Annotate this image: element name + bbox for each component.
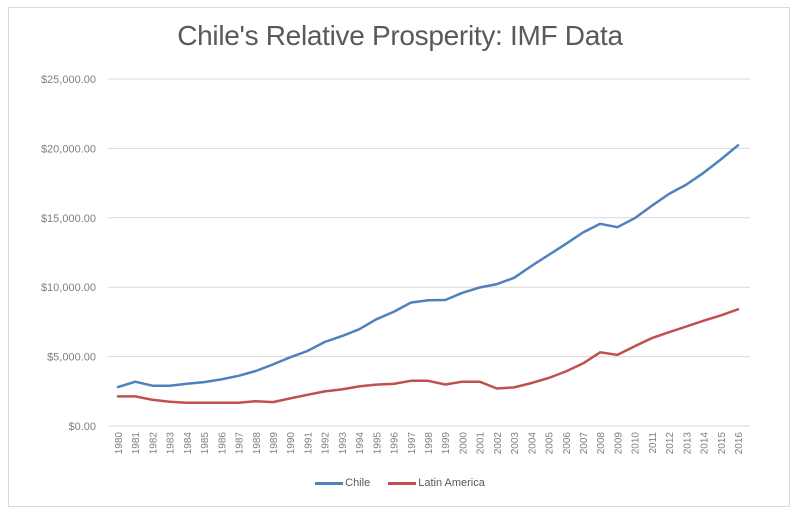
x-tick-label: 1986 [217,432,228,455]
x-tick-label: 1987 [235,432,246,455]
x-tick-label: 1992 [321,432,332,455]
y-tick-label: $20,000.00 [41,143,96,155]
legend: Chile Latin America [0,477,800,489]
x-tick-label: 1997 [407,432,418,455]
x-tick-label: 2002 [493,432,504,455]
x-tick-label: 2007 [579,432,590,455]
y-tick-label: $25,000.00 [41,74,96,86]
x-tick-label: 2016 [734,432,745,455]
x-tick-label: 1996 [390,432,401,455]
x-tick-label: 1982 [148,432,159,455]
legend-label-latin-america: Latin America [418,477,485,489]
x-tick-label: 1994 [355,432,366,455]
x-tick-label: 1991 [303,432,314,455]
x-tick-label: 1984 [183,432,194,455]
x-tick-label: 2011 [648,432,659,454]
x-tick-label: 2003 [510,432,521,455]
y-tick-label: $15,000.00 [41,213,96,225]
x-tick-label: 1990 [286,432,297,455]
x-tick-label: 2013 [682,432,693,455]
x-tick-label: 2008 [596,432,607,455]
series-line-latin-america [116,308,740,404]
y-tick-label: $0.00 [68,421,96,433]
x-tick-label: 2010 [631,432,642,455]
legend-item-latin-america: Latin America [388,477,485,489]
x-tick-label: 2012 [665,432,676,455]
series-line-chile [116,144,740,389]
x-axis-tick-labels: 1980 1981 1982 1983 1984 1985 1986 1987 1988 1989… [114,432,745,455]
gridlines [108,78,750,427]
chart-title: Chile's Relative Prosperity: IMF Data [177,20,623,51]
series-lines [116,144,740,404]
legend-label-chile: Chile [345,477,371,489]
x-tick-label: 1981 [131,432,142,455]
x-tick-label: 2005 [545,432,556,455]
chart-frame [8,7,790,507]
x-tick-label: 1998 [424,432,435,455]
x-tick-label: 2009 [613,432,624,455]
y-tick-label: $5,000.00 [47,352,96,364]
x-tick-label: 1989 [269,432,280,455]
x-tick-label: 2006 [562,432,573,455]
x-tick-label: 1983 [166,432,177,455]
x-tick-label: 1988 [252,432,263,455]
x-tick-label: 1993 [338,432,349,455]
y-axis-tick-labels: $0.00 $5,000.00 $10,000.00 $15,000.00 $20,00… [41,74,96,433]
x-tick-label: 2015 [717,432,728,455]
x-tick-label: 2014 [700,432,711,455]
y-tick-label: $10,000.00 [41,282,96,294]
x-tick-label: 1995 [372,432,383,455]
x-tick-label: 2001 [476,432,487,455]
legend-swatch-chile [315,481,344,485]
legend-item-chile: Chile [315,477,370,489]
x-tick-label: 1980 [114,432,125,455]
legend-swatch-latin-america [388,481,417,485]
x-tick-label: 1999 [441,432,452,455]
x-tick-label: 2004 [527,432,538,455]
x-tick-label: 1985 [200,432,211,455]
x-tick-label: 2000 [458,432,469,455]
